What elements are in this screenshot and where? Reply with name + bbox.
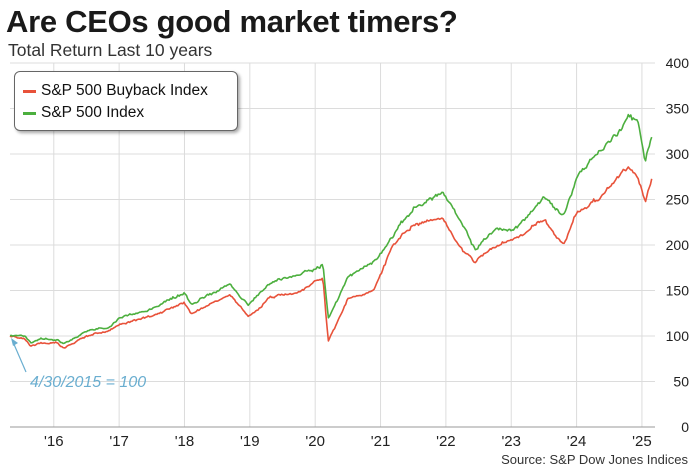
x-tick-label: '22	[436, 433, 456, 450]
base-date-annotation: 4/30/2015 = 100	[30, 374, 147, 391]
x-tick-label: '17	[109, 433, 129, 450]
y-tick-label: 0	[681, 419, 689, 435]
legend-label-index: S&P 500 Index	[41, 104, 145, 121]
x-tick-label: '16	[44, 433, 64, 450]
legend-item-buyback: S&P 500 Buyback Index	[23, 81, 208, 101]
chart-title: Are CEOs good market timers?	[6, 4, 458, 39]
series-lines	[9, 113, 653, 349]
y-tick-label: 250	[666, 192, 690, 208]
annotation-arrow-line	[12, 341, 27, 373]
annotation-arrow-head	[11, 338, 18, 346]
chart-legend: S&P 500 Buyback Index S&P 500 Index	[14, 71, 238, 131]
chart-subtitle: Total Return Last 10 years	[8, 40, 213, 60]
legend-swatch-index	[23, 111, 36, 115]
legend-item-index: S&P 500 Index	[23, 103, 144, 123]
x-tick-label: '25	[632, 433, 652, 450]
x-tick-label: '24	[567, 433, 587, 450]
source-note: Source: S&P Dow Jones Indices	[501, 452, 688, 467]
x-tick-label: '19	[240, 433, 260, 450]
y-tick-label: 150	[666, 283, 690, 299]
x-tick-label: '21	[371, 433, 391, 450]
x-tick-label: '18	[175, 433, 195, 450]
legend-label-buyback: S&P 500 Buyback Index	[41, 82, 208, 99]
legend-swatch-buyback	[23, 89, 36, 93]
x-tick-label: '20	[305, 433, 325, 450]
y-tick-label: 300	[666, 146, 690, 162]
x-axis-tick-labels: '16 '17 '18 '19 '20 '21 '22 '23 '24 '25	[44, 433, 652, 450]
series-line-1	[9, 113, 653, 345]
series-line-0	[9, 166, 653, 349]
y-axis-tick-labels: 0 50 100 150 200 250 300 350 400	[666, 55, 690, 435]
y-tick-label: 100	[666, 328, 690, 344]
y-tick-label: 350	[666, 101, 690, 117]
y-tick-label: 200	[666, 237, 690, 253]
y-tick-label: 50	[673, 374, 689, 390]
y-tick-label: 400	[666, 55, 690, 71]
base-date-arrow	[11, 338, 27, 373]
x-tick-label: '23	[501, 433, 521, 450]
